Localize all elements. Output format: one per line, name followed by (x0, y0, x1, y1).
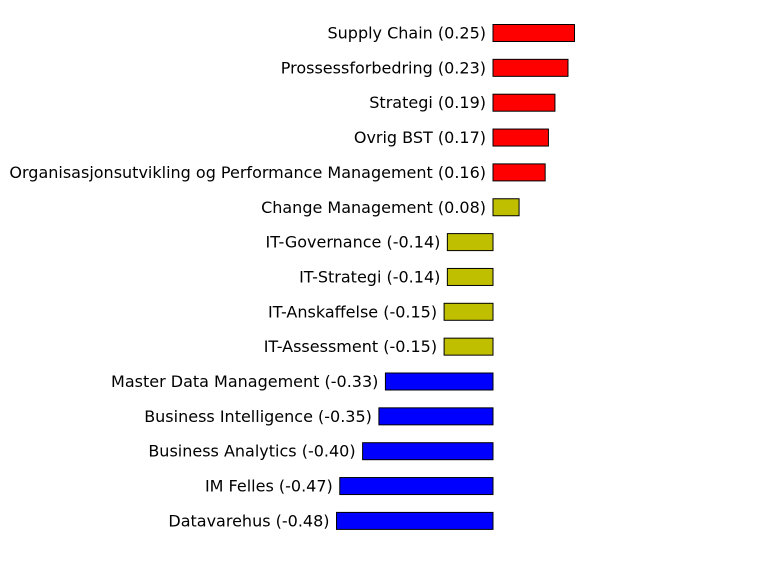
bar (492, 163, 546, 182)
bar (446, 233, 494, 252)
bar-label: Ovrig BST (0.17) (354, 128, 486, 147)
bars-layer (336, 24, 575, 530)
bar (336, 511, 494, 530)
bar (378, 407, 494, 426)
bar-label: Master Data Management (-0.33) (111, 372, 378, 391)
bar-label: IT-Assessment (-0.15) (264, 337, 437, 356)
bar (492, 24, 575, 42)
bar-label: Business Intelligence (-0.35) (144, 407, 372, 426)
bar-label: IM Felles (-0.47) (205, 477, 333, 496)
bar (362, 442, 494, 461)
bar (339, 477, 494, 496)
bar (492, 93, 556, 112)
bar-label: Organisasjonsutvikling og Performance Ma… (9, 163, 486, 182)
bar-label: IT-Governance (-0.14) (265, 233, 440, 252)
bar (443, 302, 494, 321)
bar (443, 337, 494, 356)
bar-label: Prossessforbedring (0.23) (281, 58, 486, 77)
bar (492, 58, 569, 77)
bar-label: Supply Chain (0.25) (327, 24, 486, 43)
bar (492, 128, 549, 147)
bar-label: Change Management (0.08) (261, 198, 486, 217)
bar (492, 198, 520, 217)
bar-label: Datavarehus (-0.48) (168, 511, 329, 530)
labels-layer: Supply Chain (0.25) Prossessforbedring (0… (9, 24, 486, 531)
bar-label: IT-Strategi (-0.14) (299, 267, 440, 286)
bar-label: IT-Anskaffelse (-0.15) (268, 302, 437, 321)
bar-label: Business Analytics (-0.40) (148, 442, 355, 461)
bar-label: Strategi (0.19) (369, 93, 486, 112)
bar (384, 372, 494, 391)
bar (446, 267, 494, 286)
